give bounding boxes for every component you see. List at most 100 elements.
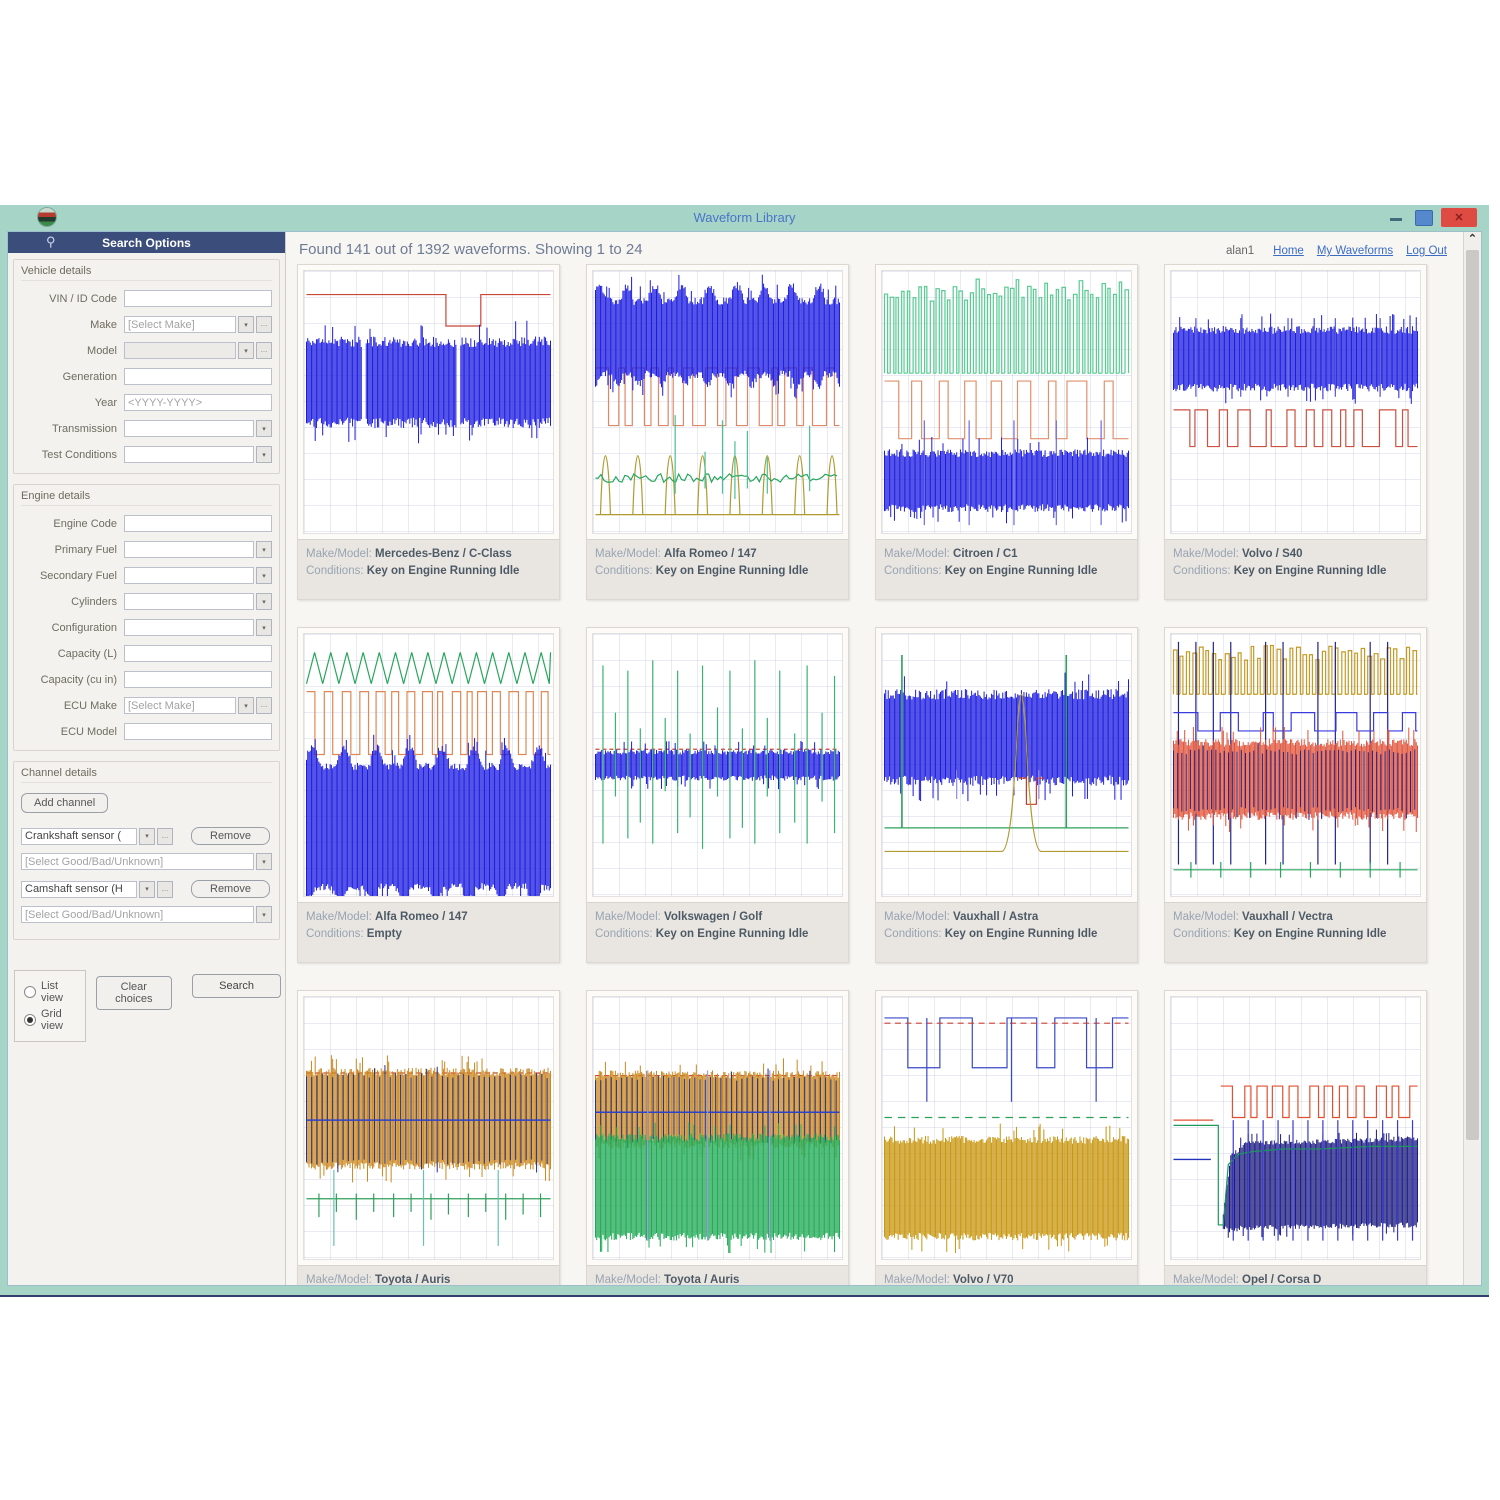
dropdown-icon[interactable]: ▾ — [256, 541, 272, 558]
input-ecu-model[interactable] — [124, 723, 272, 740]
card-caption: Make/Model: Toyota / AurisConditions: Ke… — [587, 1265, 848, 1285]
make-model-line: Make/Model: Toyota / Auris — [595, 1272, 840, 1285]
add-channel-button[interactable]: Add channel — [21, 793, 109, 813]
field-engine-code: Engine Code — [21, 515, 272, 532]
make-model-label: Make/Model: — [306, 911, 376, 923]
scroll-up-icon[interactable]: ⌃ — [1467, 233, 1478, 245]
close-button[interactable]: ✕ — [1441, 208, 1477, 227]
field-label: Primary Fuel — [54, 543, 117, 556]
dropdown-icon[interactable]: ▾ — [256, 619, 272, 636]
dropdown-icon[interactable]: ▾ — [256, 420, 272, 437]
link-home[interactable]: Home — [1273, 245, 1304, 257]
remove-channel-button[interactable]: Remove — [191, 880, 270, 898]
input-channel-name-1[interactable] — [21, 880, 137, 898]
radio-grid-view[interactable] — [24, 1014, 36, 1026]
minimize-button[interactable] — [1385, 210, 1407, 226]
conditions-line: Conditions: Key on Engine Running Idle — [306, 563, 551, 580]
view-option-list-view[interactable]: List view — [24, 980, 76, 1004]
input-transmission[interactable] — [124, 420, 254, 437]
make-model-line: Make/Model: Alfa Romeo / 147 — [595, 546, 840, 563]
input-make[interactable] — [124, 316, 236, 333]
link-my-waveforms[interactable]: My Waveforms — [1316, 245, 1394, 257]
conditions-value: Key on Engine Running Idle — [366, 565, 520, 578]
waveform-plot — [303, 996, 554, 1260]
input-capacity-l[interactable] — [124, 645, 272, 662]
input-model[interactable] — [124, 342, 236, 359]
pin-icon: ⚲ — [46, 234, 56, 249]
input-vin-id-code[interactable] — [124, 290, 272, 307]
ellipsis-button[interactable]: … — [256, 697, 272, 714]
scrollbar[interactable]: ⌃ — [1463, 232, 1481, 1285]
input-engine-code[interactable] — [124, 515, 272, 532]
field-label: Transmission — [52, 422, 117, 435]
scrollbar-thumb[interactable] — [1466, 250, 1479, 1140]
conditions-label: Conditions: — [1173, 928, 1234, 941]
dropdown-icon[interactable]: ▾ — [256, 906, 272, 923]
make-model-value: Volkswagen / Golf — [664, 911, 763, 923]
search-button[interactable]: Search — [192, 974, 281, 998]
field-label: Make — [90, 318, 117, 331]
search-sidebar: ⚲ Search Options Vehicle details VIN / ID… — [8, 232, 286, 1285]
field-capacity-cu-in: Capacity (cu in) — [21, 671, 272, 688]
waveform-card[interactable]: Make/Model: Mercedes-Benz / C-Class Condi… — [297, 264, 560, 600]
radio-list-view[interactable] — [24, 986, 36, 998]
waveform-card[interactable]: Make/Model: Alfa Romeo / 147 Conditions: … — [297, 627, 560, 963]
dropdown-icon[interactable]: ▾ — [238, 316, 254, 333]
field-label: Cylinders — [71, 595, 117, 608]
field-test-conditions: Test Conditions ▾ — [21, 446, 272, 463]
input-capacity-cu-in[interactable] — [124, 671, 272, 688]
waveform-card[interactable]: Make/Model: Citroen / C1 Conditions: Key … — [875, 264, 1138, 600]
conditions-label: Conditions: — [884, 928, 945, 941]
dropdown-icon[interactable]: ▾ — [139, 827, 155, 845]
maximize-button[interactable] — [1415, 209, 1433, 226]
waveform-card[interactable]: Make/Model: Volvo / V70Conditions: Empty — [875, 990, 1138, 1285]
dropdown-icon[interactable]: ▾ — [256, 567, 272, 584]
input-configuration[interactable] — [124, 619, 254, 636]
make-model-label: Make/Model: — [306, 548, 376, 560]
waveform-card[interactable]: Make/Model: Vauxhall / Astra Conditions: … — [875, 627, 1138, 963]
conditions-line: Conditions: Key on Engine Running Idle — [1173, 563, 1418, 580]
input-cylinders[interactable] — [124, 593, 254, 610]
dropdown-icon[interactable]: ▾ — [256, 853, 272, 870]
ellipsis-button[interactable]: … — [256, 342, 272, 359]
input-channel-name-0[interactable] — [21, 827, 137, 845]
input-test-conditions[interactable] — [124, 446, 254, 463]
conditions-label: Conditions: — [595, 928, 656, 941]
input-primary-fuel[interactable] — [124, 541, 254, 558]
link-log-out[interactable]: Log Out — [1406, 245, 1447, 257]
input-channel-quality-0[interactable] — [21, 853, 254, 870]
waveform-card[interactable]: Make/Model: Volvo / S40 Conditions: Key o… — [1164, 264, 1427, 600]
waveform-card[interactable]: Make/Model: Alfa Romeo / 147 Conditions: … — [586, 264, 849, 600]
ellipsis-button[interactable]: … — [256, 316, 272, 333]
dropdown-icon[interactable]: ▾ — [238, 697, 254, 714]
waveform-card[interactable]: Make/Model: Opel / Corsa DConditions: Em… — [1164, 990, 1427, 1285]
ellipsis-button[interactable]: … — [157, 880, 173, 898]
group-title: Channel details — [21, 765, 272, 783]
dropdown-icon[interactable]: ▾ — [139, 880, 155, 898]
waveform-card[interactable]: Make/Model: Toyota / AurisConditions: Ke… — [297, 990, 560, 1285]
conditions-label: Conditions: — [306, 928, 367, 941]
make-model-line: Make/Model: Toyota / Auris — [306, 1272, 551, 1285]
field-label: Engine Code — [53, 517, 117, 530]
remove-channel-button[interactable]: Remove — [191, 827, 270, 845]
conditions-label: Conditions: — [306, 565, 367, 578]
waveform-plot — [592, 633, 843, 897]
input-year[interactable] — [124, 394, 272, 411]
ellipsis-button[interactable]: … — [157, 827, 173, 845]
card-caption: Make/Model: Opel / Corsa DConditions: Em… — [1165, 1265, 1426, 1285]
input-ecu-make[interactable] — [124, 697, 236, 714]
dropdown-icon[interactable]: ▾ — [256, 593, 272, 610]
dropdown-icon[interactable]: ▾ — [256, 446, 272, 463]
input-generation[interactable] — [124, 368, 272, 385]
dropdown-icon[interactable]: ▾ — [238, 342, 254, 359]
waveform-card[interactable]: Make/Model: Volkswagen / Golf Conditions:… — [586, 627, 849, 963]
view-option-grid-view[interactable]: Grid view — [24, 1008, 76, 1032]
sidebar-footer: List view Grid view Clear choices Search — [14, 970, 281, 1042]
waveform-card[interactable]: Make/Model: Vauxhall / Vectra Conditions:… — [1164, 627, 1427, 963]
channel-select: ▾… — [21, 880, 173, 898]
input-channel-quality-1[interactable] — [21, 906, 254, 923]
clear-choices-button[interactable]: Clear choices — [95, 976, 173, 1010]
make-model-value: Citroen / C1 — [953, 548, 1018, 560]
input-secondary-fuel[interactable] — [124, 567, 254, 584]
waveform-card[interactable]: Make/Model: Toyota / AurisConditions: Ke… — [586, 990, 849, 1285]
